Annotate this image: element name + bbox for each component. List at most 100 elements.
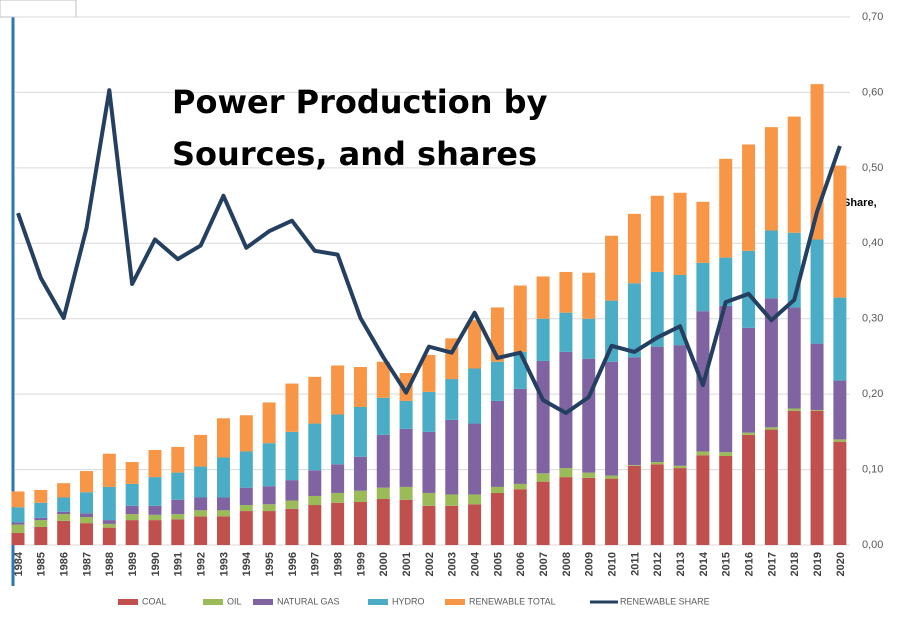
bar-segment — [399, 486, 413, 500]
bar-segment — [833, 439, 847, 442]
bar-segment — [125, 483, 139, 506]
bar-segment — [810, 410, 824, 545]
bar-segment — [605, 361, 619, 476]
bar-segment — [308, 470, 322, 496]
bar-segment — [308, 505, 322, 545]
bar-segment — [399, 400, 413, 429]
bar-segment — [239, 415, 253, 452]
axis-label: Share, — [843, 197, 877, 209]
bar-segment — [57, 511, 71, 515]
bar-segment — [536, 360, 550, 474]
legend-swatch — [253, 599, 273, 605]
x-tick-label: 1985 — [36, 552, 48, 576]
x-tick-label: 1993 — [218, 552, 230, 576]
bar-segment — [719, 305, 733, 453]
x-tick-label: 2019 — [812, 552, 824, 576]
bar-segment — [262, 402, 276, 444]
legend-label: HYDRO — [392, 596, 425, 606]
bar-segment — [194, 516, 208, 545]
bar-segment — [650, 346, 664, 463]
x-tick-label: 2020 — [835, 552, 847, 576]
bar-segment — [559, 351, 573, 469]
bar-segment — [376, 397, 390, 435]
bar-segment — [833, 441, 847, 545]
bar-segment — [308, 495, 322, 506]
x-tick-label: 1986 — [59, 552, 71, 576]
bar-segment — [559, 477, 573, 545]
bar-segment — [673, 468, 687, 545]
bar-segment — [422, 354, 436, 392]
x-tick-label: 2016 — [743, 552, 755, 576]
bar-segment — [742, 250, 756, 328]
bar-segment — [810, 239, 824, 344]
bar-segment — [559, 271, 573, 313]
legend-swatch — [368, 599, 388, 605]
x-tick-label: 2000 — [378, 552, 390, 576]
bar-segment — [833, 165, 847, 298]
bar-segment — [125, 520, 139, 545]
bar-segment — [171, 446, 185, 473]
bar-segment — [376, 361, 390, 398]
bar-segment — [627, 465, 641, 466]
bar-segment — [490, 486, 504, 493]
bar-segment — [605, 235, 619, 301]
x-tick-label: 2011 — [629, 552, 641, 576]
x-tick-label: 1998 — [333, 552, 345, 576]
bar-segment — [650, 464, 664, 545]
x-tick-label: 2002 — [424, 552, 436, 576]
x-tick-label: 1989 — [127, 552, 139, 576]
bar-segment — [536, 276, 550, 319]
bar-segment — [833, 297, 847, 381]
bar-segment — [171, 519, 185, 545]
bar-segment — [399, 499, 413, 545]
bar-segment — [490, 492, 504, 545]
bar-segment — [57, 483, 71, 498]
bar-segment — [536, 473, 550, 482]
x-tick-label: 1988 — [104, 552, 116, 576]
bar-segment — [216, 516, 230, 545]
bar-segment — [582, 358, 596, 473]
bar-segment — [171, 499, 185, 515]
bar-segment — [102, 523, 116, 528]
bar-segment — [582, 272, 596, 319]
bar-segment — [719, 452, 733, 456]
bar-segment — [171, 514, 185, 520]
bar-segment — [353, 490, 367, 503]
bar-segment — [696, 455, 710, 545]
bar-segment — [79, 523, 93, 545]
bar-segment — [239, 511, 253, 545]
bar-segment — [11, 532, 25, 545]
bar-segment — [308, 423, 322, 471]
bar-segment — [79, 471, 93, 493]
legend-swatch — [203, 599, 223, 605]
bar-segment — [331, 502, 345, 545]
bar-segment — [308, 376, 322, 424]
bar-segment — [696, 451, 710, 456]
bar-segment — [513, 483, 527, 490]
bar-segment — [376, 434, 390, 488]
bar-segment — [696, 201, 710, 263]
bar-segment — [239, 487, 253, 506]
bar-segment — [422, 492, 436, 506]
bar-segment — [34, 502, 48, 518]
x-tick-label: 1995 — [264, 552, 276, 576]
legend-label: COAL — [142, 596, 167, 606]
y-tick-label: 0,50 — [862, 162, 883, 174]
y-tick-label: 0,60 — [862, 86, 883, 98]
bar-segment — [353, 456, 367, 491]
bar-segment — [650, 271, 664, 347]
x-tick-label: 2005 — [492, 552, 504, 576]
bar-segment — [468, 368, 482, 424]
bar-segment — [34, 520, 48, 527]
bar-segment — [742, 144, 756, 251]
bar-segment — [536, 481, 550, 545]
x-tick-label: 1991 — [173, 552, 185, 576]
y-tick-label: 0,40 — [862, 237, 883, 249]
bar-segment — [125, 462, 139, 484]
bar-segment — [445, 419, 459, 495]
bar-segment — [102, 486, 116, 521]
bar-segment — [262, 443, 276, 487]
bar-segment — [764, 298, 778, 428]
